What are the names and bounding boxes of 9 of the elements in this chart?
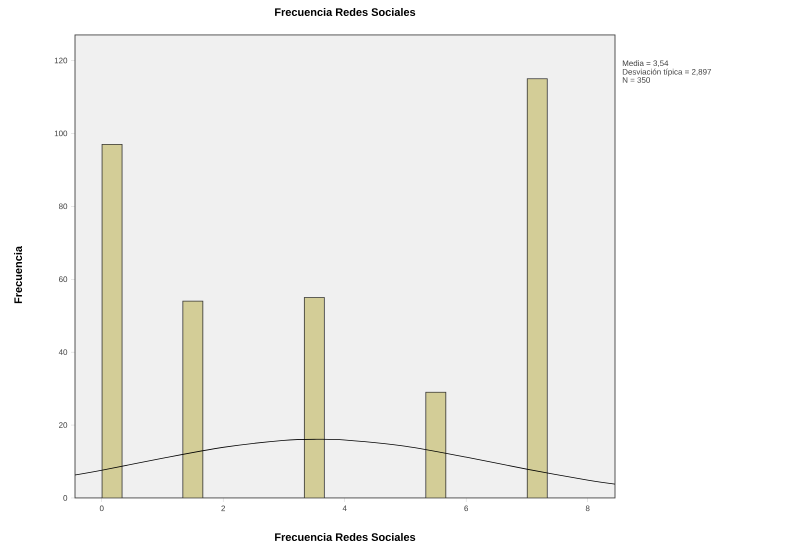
bar: [182, 300, 204, 498]
bar: [526, 78, 548, 498]
x-axis-title: Frecuencia Redes Sociales: [275, 532, 416, 542]
bar: [102, 144, 122, 498]
y-axis-title: Frecuencia: [14, 246, 22, 304]
line-series: [75, 438, 616, 485]
bar: [304, 297, 325, 498]
chart-title: Frecuencia Redes Sociales: [275, 8, 416, 16]
bar: [425, 392, 446, 498]
